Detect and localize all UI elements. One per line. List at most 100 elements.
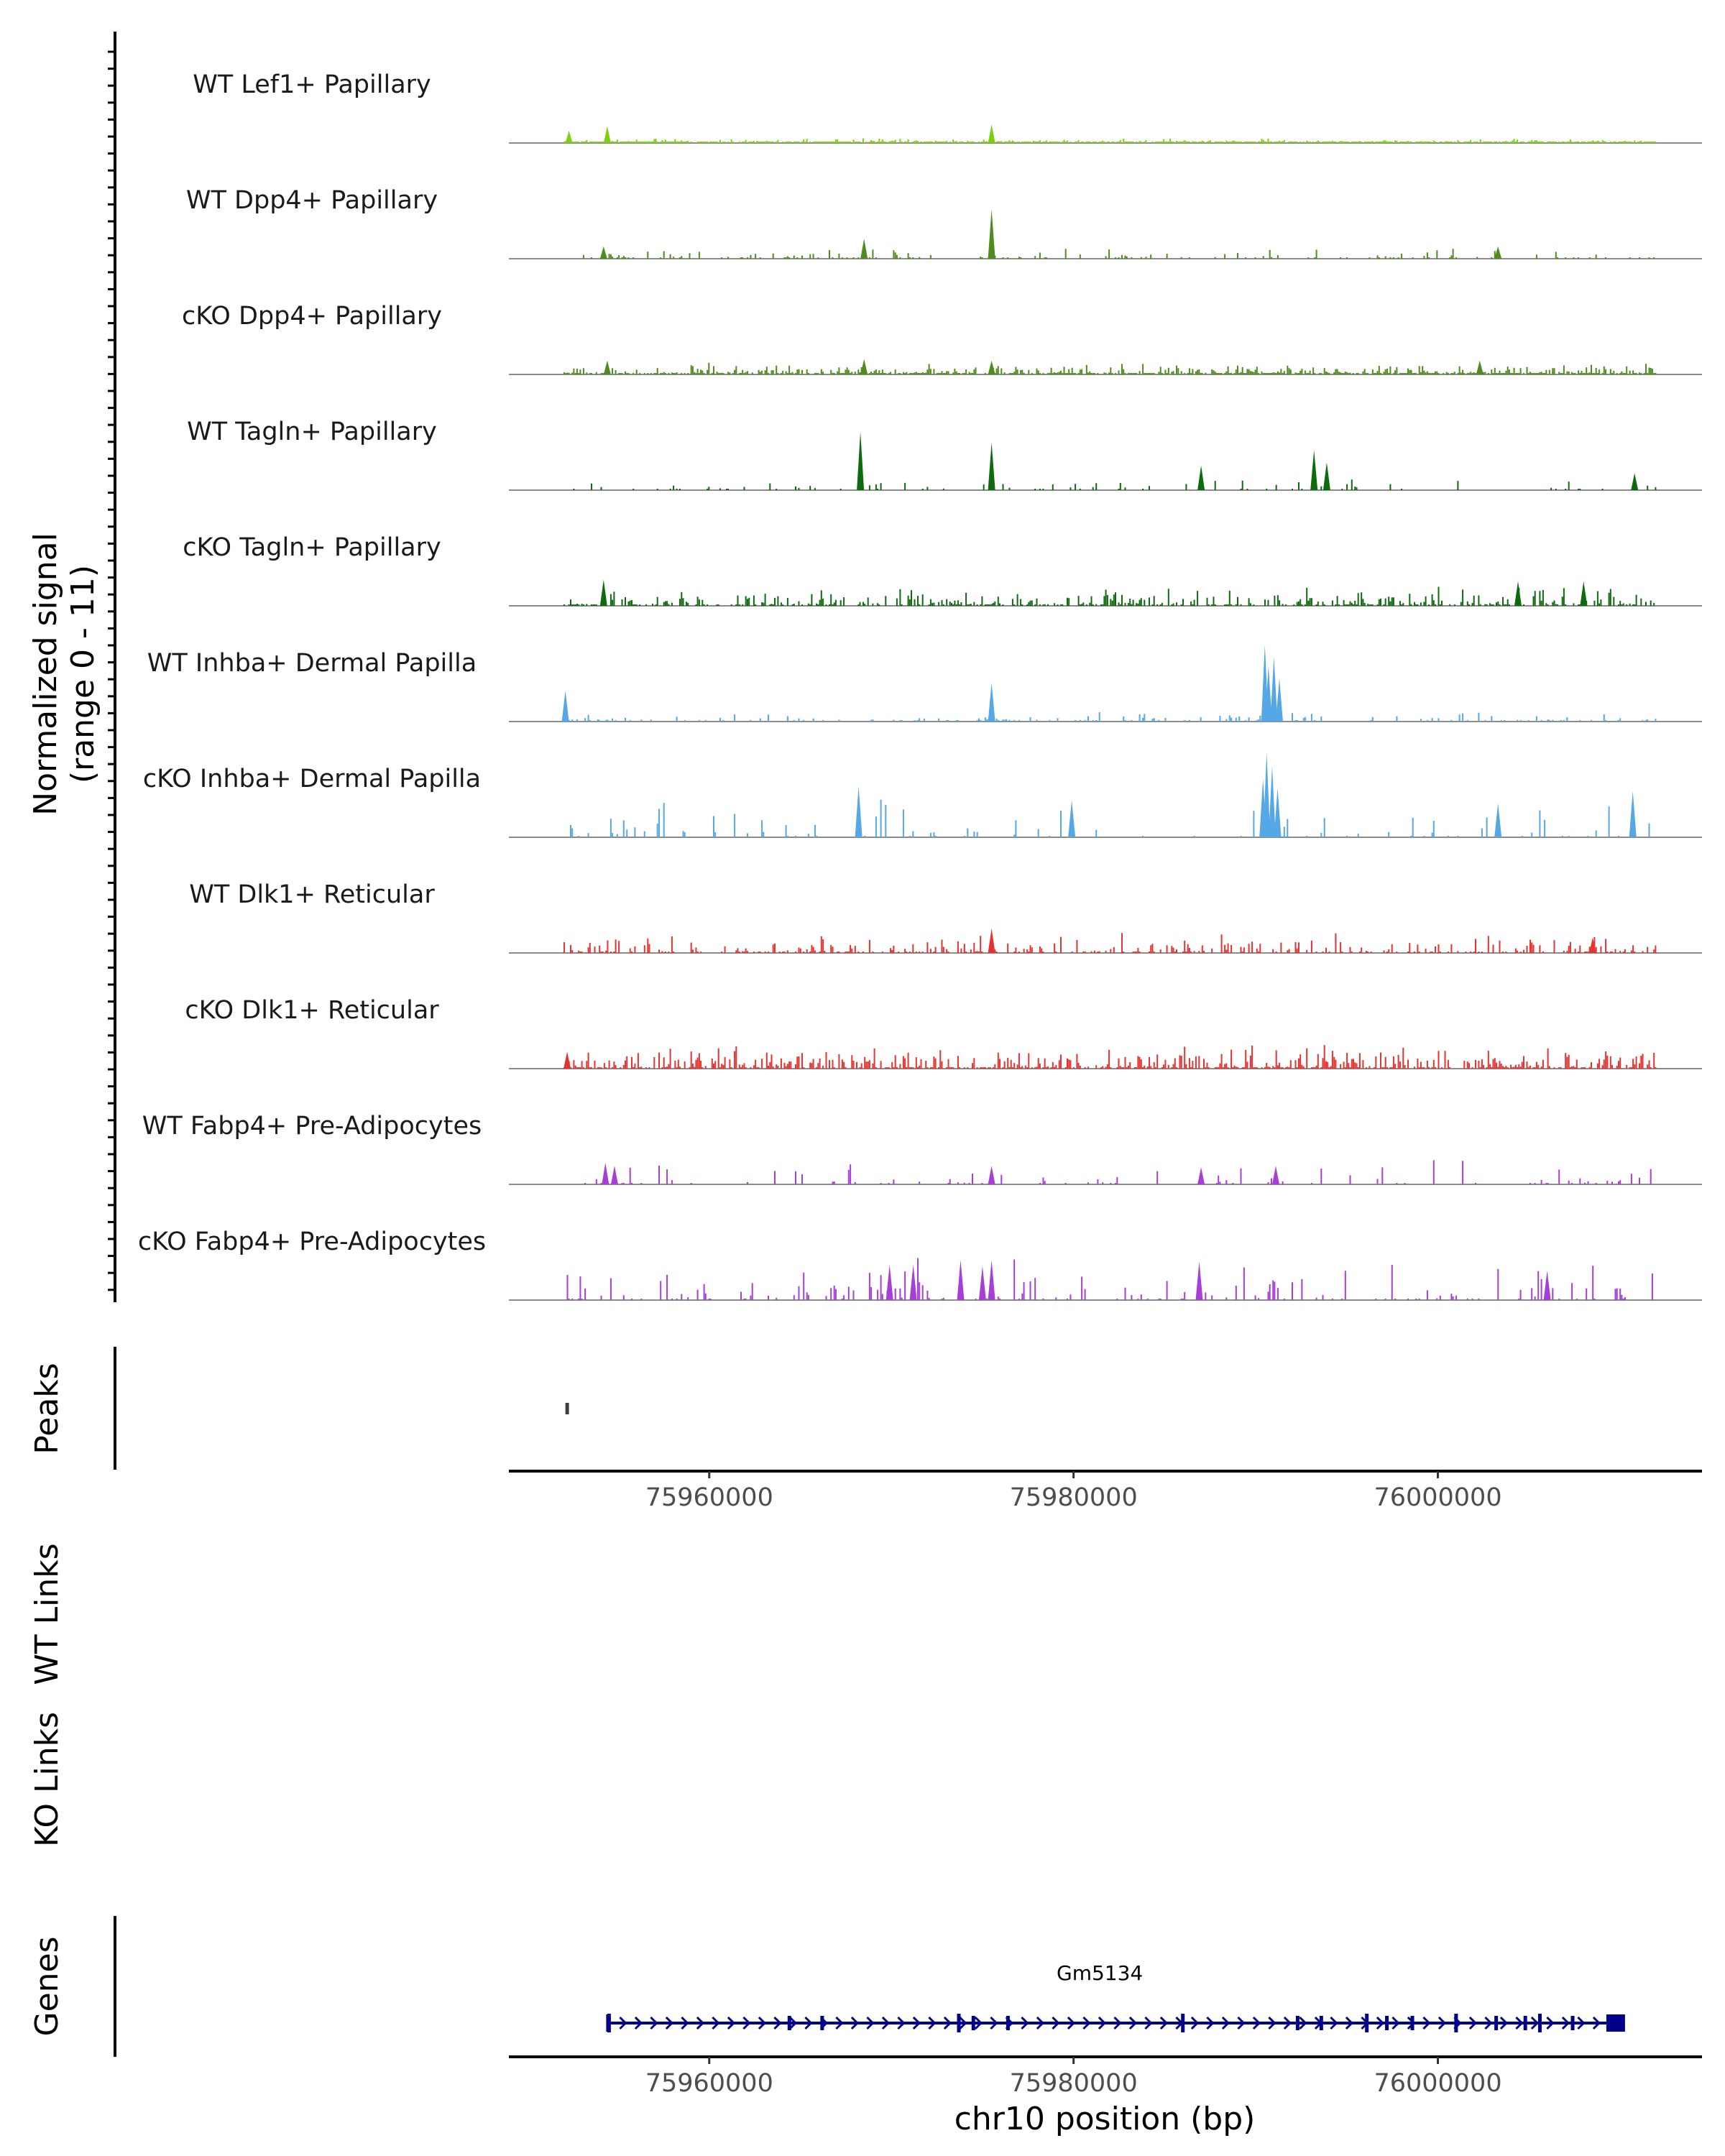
strand-arrow bbox=[758, 2016, 767, 2030]
strand-arrow bbox=[1530, 2016, 1540, 2030]
gene-models: Gm5134 bbox=[606, 1961, 1625, 2032]
track-label: cKO Fabp4+ Pre-Adipocytes bbox=[138, 1227, 486, 1256]
x-tick-label: 76000000 bbox=[1374, 2069, 1501, 2098]
strand-arrow bbox=[1098, 2016, 1107, 2030]
y-axis-title: Normalized signal bbox=[27, 533, 64, 816]
coverage-peak bbox=[1068, 800, 1076, 837]
x-tick-label: 75980000 bbox=[1010, 2069, 1138, 2098]
coverage-peak bbox=[602, 1163, 610, 1184]
coverage-peak bbox=[1494, 803, 1502, 837]
coverage-peak bbox=[603, 360, 611, 374]
track-label: cKO Dlk1+ Reticular bbox=[185, 996, 439, 1025]
coverage-y-axis bbox=[108, 32, 116, 1302]
strand-arrow bbox=[665, 2016, 674, 2030]
coverage-track: WT Dpp4+ Papillary bbox=[186, 186, 1702, 259]
coverage-signal bbox=[564, 138, 1657, 143]
strand-arrow bbox=[1159, 2016, 1169, 2030]
coverage-peak bbox=[1197, 1167, 1205, 1184]
coverage-signal bbox=[570, 799, 1650, 837]
coverage-track: WT Dlk1+ Reticular bbox=[189, 880, 1702, 954]
strand-arrow bbox=[928, 2016, 937, 2030]
genes-label: Genes bbox=[29, 1936, 65, 2036]
gene-exon bbox=[1385, 2016, 1389, 2030]
strand-arrow bbox=[959, 2016, 967, 2030]
strand-arrow bbox=[804, 2016, 813, 2030]
coverage-peak bbox=[1197, 465, 1205, 490]
strand-arrow bbox=[1052, 2016, 1060, 2030]
strand-arrow bbox=[1515, 2016, 1524, 2030]
coverage-signal bbox=[566, 1258, 1653, 1300]
x-tick-label: 75960000 bbox=[645, 2069, 773, 2098]
strand-arrow bbox=[943, 2016, 952, 2030]
track-label: WT Fabp4+ Pre-Adipocytes bbox=[142, 1112, 482, 1141]
track-label: cKO Tagln+ Papillary bbox=[183, 533, 441, 562]
track-label: WT Dlk1+ Reticular bbox=[189, 880, 435, 909]
x-tick-label: 75980000 bbox=[1010, 1483, 1138, 1512]
coverage-peak bbox=[1631, 473, 1639, 490]
strand-arrow bbox=[696, 2016, 705, 2030]
strand-arrow bbox=[742, 2016, 751, 2030]
strand-arrow bbox=[1499, 2016, 1509, 2030]
gene-exon bbox=[787, 2016, 791, 2030]
coverage-signal bbox=[564, 586, 1655, 606]
coverage-peak bbox=[988, 360, 995, 374]
coverage-track: cKO Dpp4+ Papillary bbox=[182, 302, 1702, 375]
track-label: cKO Dpp4+ Papillary bbox=[182, 302, 442, 331]
peak-region bbox=[565, 1403, 569, 1414]
strand-arrow bbox=[1237, 2016, 1246, 2030]
gene-exon bbox=[1494, 2016, 1499, 2030]
strand-arrow bbox=[974, 2016, 983, 2030]
coverage-track: cKO Inhba+ Dermal Papilla bbox=[143, 752, 1702, 838]
gene-end-exon bbox=[1606, 2014, 1625, 2032]
strand-arrow bbox=[850, 2016, 860, 2030]
strand-arrow bbox=[1067, 2016, 1076, 2030]
coverage-peak bbox=[1494, 246, 1502, 259]
coverage-peak bbox=[886, 1264, 893, 1300]
coverage-signal bbox=[564, 1045, 1657, 1069]
peaks-label: Peaks bbox=[29, 1363, 65, 1454]
peak-regions bbox=[565, 1403, 569, 1414]
coverage-track: WT Tagln+ Papillary bbox=[187, 418, 1702, 491]
coverage-peak bbox=[860, 359, 868, 374]
coverage-signal bbox=[564, 933, 1657, 953]
x-tick-label: 76000000 bbox=[1374, 1483, 1501, 1512]
strand-arrow bbox=[1113, 2016, 1122, 2030]
gene-exon bbox=[1523, 2016, 1527, 2030]
gene-exon bbox=[1319, 2016, 1323, 2030]
strand-arrow bbox=[788, 2016, 798, 2030]
strand-arrow bbox=[866, 2016, 875, 2030]
coverage-peak bbox=[1264, 665, 1272, 722]
coverage-peak bbox=[1580, 581, 1588, 606]
coverage-peak bbox=[988, 124, 995, 143]
coverage-signal bbox=[568, 712, 1657, 722]
coverage-peak bbox=[1310, 450, 1318, 490]
strand-arrow bbox=[835, 2016, 844, 2030]
coverage-tracks: WT Lef1+ Papillary WT Dpp4+ Papillary cKO … bbox=[138, 70, 1702, 1301]
coverage-track: WT Fabp4+ Pre-Adipocytes bbox=[142, 1112, 1702, 1185]
strand-arrow bbox=[1128, 2016, 1138, 2030]
coverage-signal bbox=[564, 362, 1657, 374]
coverage-signal bbox=[584, 1160, 1652, 1184]
strand-arrow bbox=[881, 2016, 891, 2030]
strand-arrow bbox=[1592, 2016, 1601, 2030]
coverage-peak bbox=[1272, 1166, 1279, 1184]
track-label: WT Inhba+ Dermal Papilla bbox=[147, 649, 477, 678]
coverage-peak bbox=[1259, 778, 1267, 837]
strand-arrow bbox=[1438, 2016, 1447, 2030]
coverage-peak bbox=[988, 1166, 995, 1184]
coverage-peak bbox=[988, 442, 995, 490]
ko-links-label: KO Links bbox=[29, 1712, 65, 1847]
gene-exon bbox=[1295, 2016, 1300, 2030]
strand-arrow bbox=[1546, 2016, 1555, 2030]
gene-exon bbox=[1181, 2014, 1185, 2032]
gene-exon bbox=[1410, 2016, 1414, 2030]
strand-arrow bbox=[1252, 2016, 1261, 2030]
strand-arrow bbox=[1268, 2016, 1276, 2030]
coverage-peak bbox=[1514, 581, 1522, 606]
coverage-peak bbox=[860, 239, 868, 259]
top-x-axis: 75960000 75980000 76000000 bbox=[509, 1470, 1702, 1512]
coverage-peak bbox=[1270, 657, 1278, 722]
coverage-peak bbox=[957, 1260, 965, 1300]
strand-arrow bbox=[1283, 2016, 1292, 2030]
coverage-signal bbox=[573, 479, 1657, 490]
